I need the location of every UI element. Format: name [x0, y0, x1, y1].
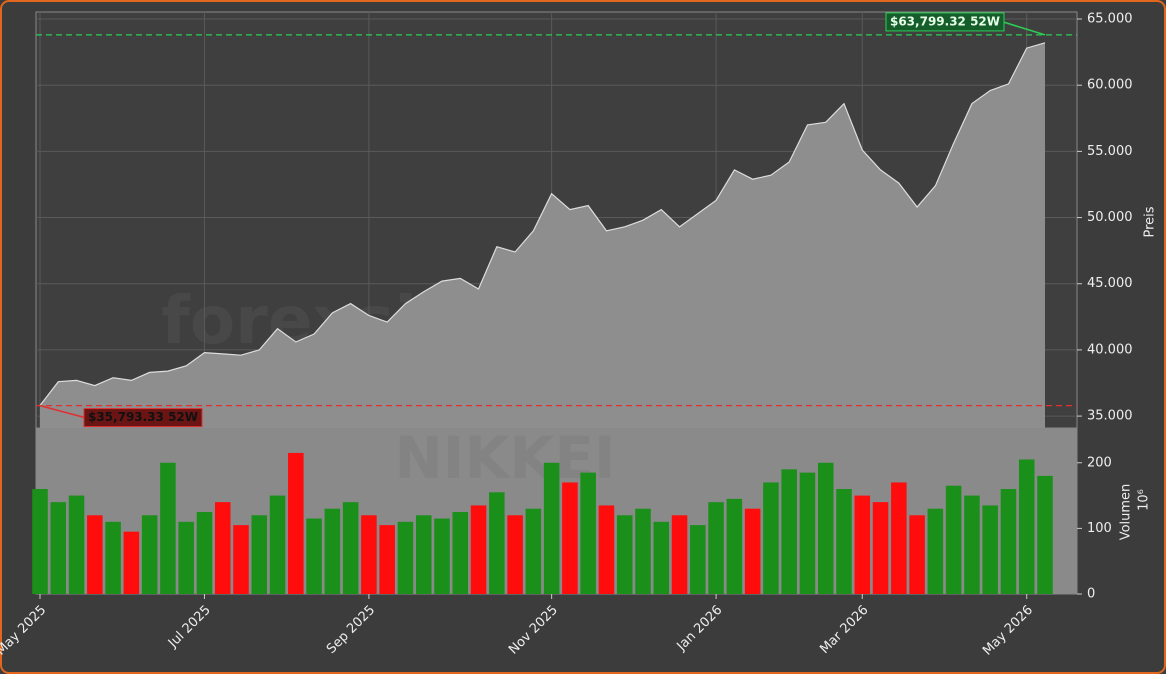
annotation-label: $35,793.33 52W [88, 410, 198, 424]
volume-bar [690, 525, 706, 594]
volume-bar [927, 508, 944, 594]
volume-bar [543, 462, 560, 594]
volume-bar [342, 502, 359, 594]
volume-bar [452, 511, 469, 594]
volume-label: Volumen [1119, 484, 1134, 541]
volume-tick-label: 100 [1087, 521, 1112, 536]
y-tick-label: 60.000 [1087, 78, 1133, 93]
volume-bar [799, 472, 816, 594]
volume-bar [817, 462, 834, 594]
volume-bar [233, 525, 249, 594]
annotation-box [885, 12, 1005, 32]
volume-bar [708, 502, 724, 594]
annotation-label: $63,799.32 52W [890, 14, 1000, 28]
volume-bar [397, 521, 414, 594]
volume-bar [489, 492, 505, 594]
watermark: NIKKEI [394, 424, 615, 492]
volume-bar [964, 495, 980, 594]
volume-bar [470, 505, 487, 594]
volume-bar [763, 482, 779, 594]
volume-bar [415, 515, 432, 594]
volume-bar [562, 482, 578, 594]
volume-bar [507, 515, 523, 594]
arrow [1002, 21, 1046, 36]
y-tick-label: 35.000 [1087, 409, 1133, 424]
volume-bar [982, 505, 998, 594]
arrow [39, 404, 86, 419]
volume-bar [891, 482, 907, 594]
volume-bar [50, 502, 67, 594]
volume-scale: 10⁶ [1137, 489, 1152, 511]
volume-bar [836, 489, 852, 594]
volume-tick-label: 200 [1087, 455, 1112, 470]
volume-bar [616, 515, 633, 594]
volume-bar [288, 452, 304, 594]
y-tick-label: 65.000 [1087, 12, 1133, 27]
y-label: Preis [1143, 206, 1158, 237]
volume-bar [653, 521, 670, 594]
y-tick-label: 55.000 [1087, 144, 1133, 159]
volume-bar [1000, 489, 1017, 594]
volume-bar [945, 485, 962, 594]
volume-bar [726, 498, 743, 594]
volume-bar [379, 525, 395, 594]
volume-bar [105, 521, 121, 594]
volume-bar [178, 521, 194, 594]
volume-bar [671, 515, 688, 594]
volume-tick-label: 0 [1087, 587, 1095, 602]
price-line [39, 42, 1046, 406]
volume-bar [361, 515, 377, 594]
volume-bar [251, 515, 268, 594]
y-tick-label: 45.000 [1087, 276, 1133, 291]
annotation-box [83, 408, 203, 428]
volume-bar [580, 472, 596, 594]
volume-bar [854, 495, 871, 594]
volume-bar [269, 495, 286, 594]
volume-bar [68, 495, 85, 594]
volume-bar [781, 469, 797, 594]
volume-bar [434, 518, 450, 594]
volume-bar [1037, 475, 1053, 594]
volume-bar [525, 508, 542, 594]
volume-bar [87, 515, 103, 594]
volume-bar [141, 515, 158, 594]
volume-bar [909, 515, 925, 594]
volume-bar [635, 508, 651, 594]
volume-bar [196, 511, 213, 594]
y-tick-label: 40.000 [1087, 342, 1133, 357]
area-fill [40, 42, 1045, 429]
y-tick-label: 50.000 [1087, 210, 1133, 225]
volume-bar [32, 489, 48, 594]
volume-bar [160, 462, 176, 594]
volume-bar [744, 508, 761, 594]
volume-bar [1018, 459, 1035, 594]
volume-bar [324, 508, 341, 594]
volume-bar [214, 502, 231, 594]
volume-bar [306, 518, 322, 594]
volume-bar [598, 505, 615, 594]
volume-bar [123, 531, 140, 594]
volume-bar [872, 502, 889, 594]
